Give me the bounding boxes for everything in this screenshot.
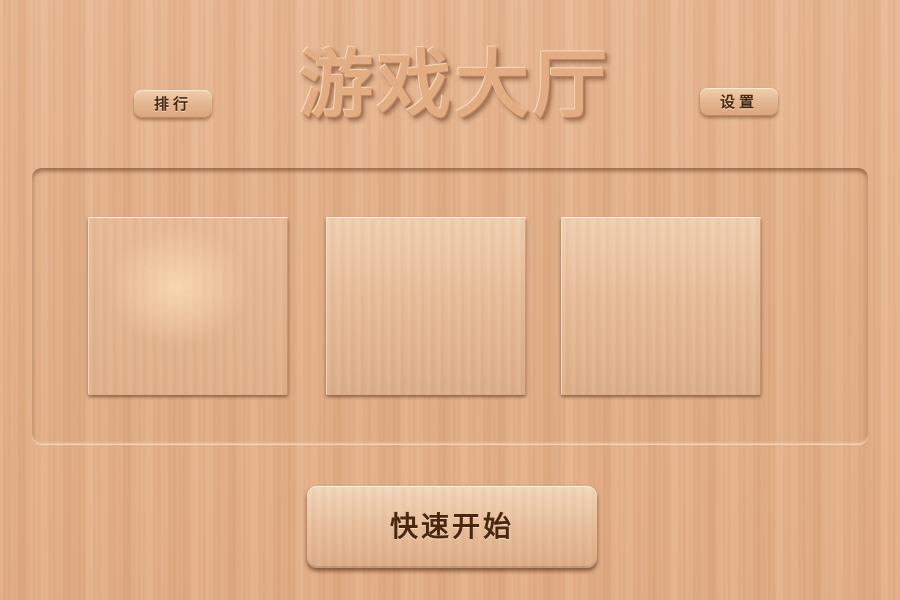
game-slot-2[interactable] [326,217,526,395]
game-slot-1[interactable] [88,217,288,395]
quick-start-button[interactable]: 快速开始 [307,486,597,568]
leaderboard-button[interactable]: 排行 [134,90,212,118]
settings-button[interactable]: 设置 [700,88,778,116]
game-slot-3[interactable] [561,217,761,395]
lobby-title: 游戏大厅 [299,42,611,128]
